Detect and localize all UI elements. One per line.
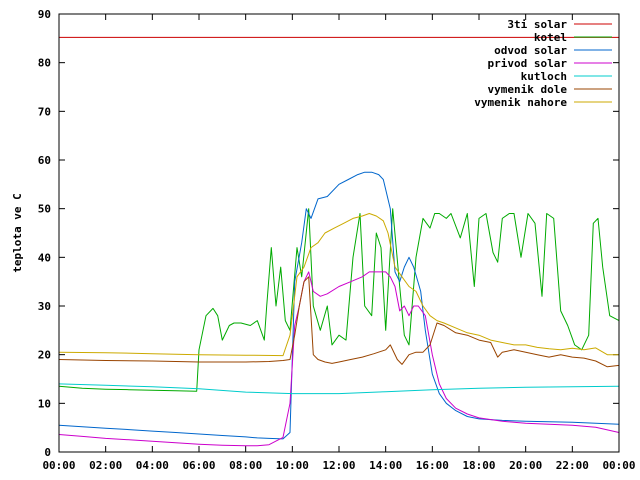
y-tick-labels: 0 10 20 30 40 50 60 70 80 90 bbox=[38, 8, 51, 459]
legend-label: odvod solar bbox=[494, 44, 567, 57]
x-tick-label: 00:00 bbox=[42, 459, 75, 472]
y-tick-label: 70 bbox=[38, 105, 51, 118]
y-tick-label: 80 bbox=[38, 57, 51, 70]
legend-label: privod solar bbox=[488, 57, 568, 70]
series-line-2 bbox=[58, 208, 620, 392]
y-tick-label: 90 bbox=[38, 8, 51, 21]
y-tick-label: 20 bbox=[38, 349, 51, 362]
x-tick-label: 16:00 bbox=[416, 459, 449, 472]
y-tick-label: 0 bbox=[44, 446, 51, 459]
series-line-7 bbox=[58, 213, 619, 357]
y-axis-label: teplota ve C bbox=[11, 193, 24, 272]
x-tick-label: 22:00 bbox=[556, 459, 589, 472]
legend-label: kutloch bbox=[521, 70, 567, 83]
x-tick-label: 18:00 bbox=[462, 459, 495, 472]
x-tick-label: 10:00 bbox=[276, 459, 309, 472]
series-line-6 bbox=[58, 276, 620, 368]
series-lines bbox=[58, 36, 620, 447]
legend-label: 3ti solar bbox=[507, 18, 567, 31]
series-line-4 bbox=[58, 271, 620, 447]
legend-label: kotel bbox=[534, 31, 567, 44]
x-tick-label: 06:00 bbox=[182, 459, 215, 472]
y-tick-label: 10 bbox=[38, 397, 51, 410]
series-line-3 bbox=[58, 171, 620, 440]
x-tick-label: 20:00 bbox=[509, 459, 542, 472]
x-tick-label: 02:00 bbox=[89, 459, 122, 472]
x-tick-label: 00:00 bbox=[602, 459, 635, 472]
series-line-5 bbox=[58, 383, 620, 395]
y-tick-label: 30 bbox=[38, 300, 51, 313]
x-tick-label: 14:00 bbox=[369, 459, 402, 472]
plot-frame bbox=[58, 13, 620, 453]
x-tick-label: 12:00 bbox=[322, 459, 355, 472]
legend-label: vymenik dole bbox=[488, 83, 568, 96]
legend-label: vymenik nahore bbox=[474, 96, 567, 109]
x-tick-labels: 00:00 02:00 04:00 06:00 08:00 10:00 12:00 14:00… bbox=[42, 459, 635, 472]
x-tick-label: 08:00 bbox=[229, 459, 262, 472]
y-tick-label: 50 bbox=[38, 203, 51, 216]
y-tick-label: 40 bbox=[38, 251, 51, 264]
x-tick-label: 04:00 bbox=[136, 459, 169, 472]
y-tick-label: 60 bbox=[38, 154, 51, 167]
